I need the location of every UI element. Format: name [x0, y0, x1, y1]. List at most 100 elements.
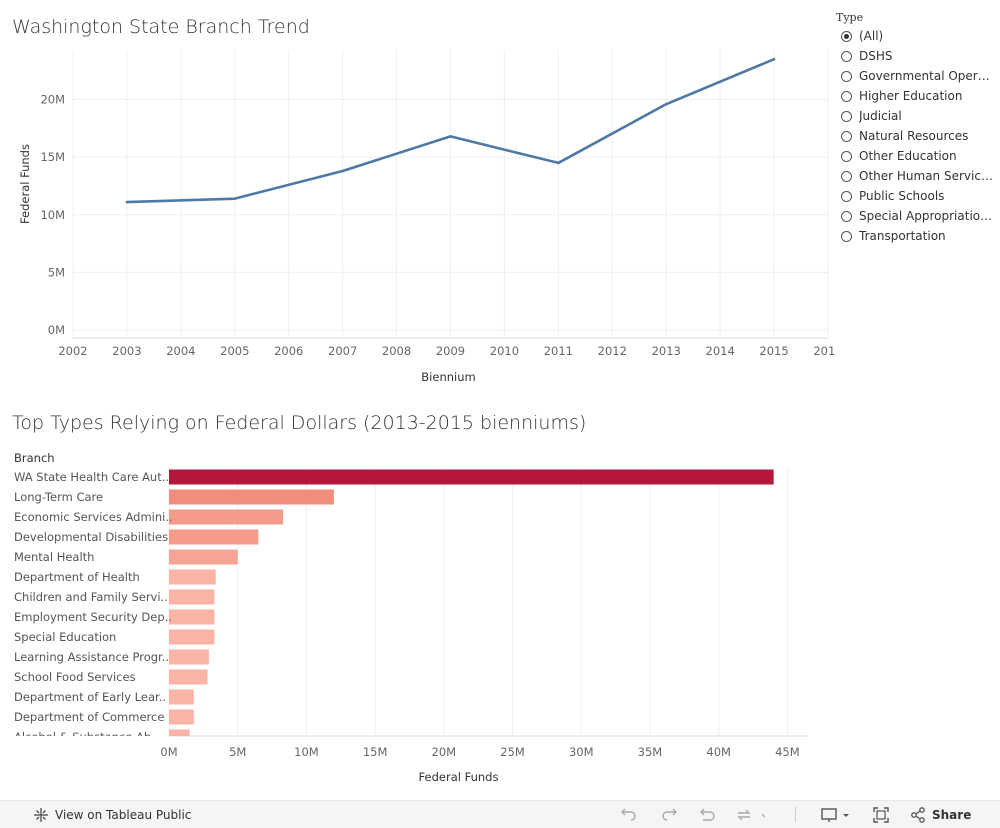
radio-checked-icon[interactable] [841, 30, 852, 42]
bar [169, 489, 334, 505]
y-tick-label: 0M [48, 323, 65, 337]
bar [169, 569, 216, 585]
y-tick-label: 20M [40, 93, 65, 107]
filter-option-label: DSHS [859, 49, 893, 63]
download-icon[interactable] [820, 801, 852, 828]
filter-option[interactable]: (All) [836, 26, 1000, 46]
radio-unchecked-icon[interactable] [841, 90, 852, 102]
filter-option[interactable]: Special Appropriations [836, 206, 1000, 226]
filter-option-label: Natural Resources [859, 129, 969, 143]
category-header: Branch [14, 451, 55, 465]
x-tick-label: 10M [294, 745, 319, 759]
filter-option[interactable]: Natural Resources [836, 126, 1000, 146]
fullscreen-icon[interactable] [872, 801, 890, 828]
bar-chart-title: Top Types Relying on Federal Dollars (20… [12, 412, 587, 434]
filter-option-label: Other Education [859, 149, 957, 163]
filter-option[interactable]: Higher Education [836, 86, 1000, 106]
bar [169, 709, 194, 725]
x-tick-label: 2012 [598, 344, 627, 358]
x-tick-label: 2011 [544, 344, 573, 358]
category-label: Developmental Disabilities [14, 530, 168, 544]
x-tick-label: 2014 [706, 344, 735, 358]
data-point [233, 197, 237, 200]
x-axis-title: Federal Funds [419, 770, 499, 784]
filter-option-label: Transportation [859, 229, 946, 243]
x-tick-label: 2010 [490, 344, 519, 358]
filter-option[interactable]: Judicial [836, 106, 1000, 126]
type-filter: Type (All) DSHS Governmental Operat.. Highe… [836, 10, 1000, 246]
tableau-toolbar: View on Tableau Public Share [0, 800, 1000, 828]
filter-option[interactable]: DSHS [836, 46, 1000, 66]
radio-unchecked-icon[interactable] [841, 230, 852, 242]
filter-option[interactable]: Other Human Services [836, 166, 1000, 186]
category-label: Mental Health [14, 550, 94, 564]
category-label: Department of Early Lear.. [14, 690, 166, 704]
x-tick-label: 5M [229, 745, 246, 759]
category-label: Employment Security Dep.. [14, 610, 172, 624]
filter-option-label: Judicial [859, 109, 902, 123]
bar [169, 609, 215, 625]
filter-option-label: (All) [859, 29, 884, 43]
x-tick-label: 2004 [166, 344, 195, 358]
filter-option[interactable]: Public Schools [836, 186, 1000, 206]
x-tick-label: 2008 [382, 344, 411, 358]
tableau-logo-icon [33, 807, 49, 823]
y-axis-title: Federal Funds [18, 144, 32, 224]
x-tick-label: 2006 [274, 344, 303, 358]
revert-icon[interactable] [698, 801, 716, 828]
data-point [557, 161, 560, 165]
toolbar-divider [795, 807, 796, 822]
bar [169, 589, 215, 605]
bar [169, 629, 215, 645]
x-tick-label: 15M [363, 745, 388, 759]
bar [169, 689, 194, 705]
x-tick-label: 25M [500, 745, 525, 759]
x-tick-label: 2016 [813, 344, 835, 358]
x-tick-label: 2009 [436, 344, 465, 358]
radio-unchecked-icon[interactable] [841, 110, 852, 122]
bar [169, 649, 209, 665]
category-label: Learning Assistance Progr.. [14, 650, 169, 664]
filter-option-label: Special Appropriations [859, 209, 993, 223]
filter-option-label: Higher Education [859, 89, 963, 103]
filter-option[interactable]: Governmental Operat.. [836, 66, 1000, 86]
bar [169, 729, 190, 736]
refresh-icon[interactable] [735, 801, 765, 828]
radio-unchecked-icon[interactable] [841, 170, 852, 182]
filter-option-label: Governmental Operat.. [859, 69, 993, 83]
redo-icon[interactable] [660, 801, 678, 828]
radio-unchecked-icon[interactable] [841, 150, 852, 162]
bar [169, 669, 208, 685]
undo-icon[interactable] [620, 801, 638, 828]
filter-option[interactable]: Other Education [836, 146, 1000, 166]
filter-option[interactable]: Transportation [836, 226, 1000, 246]
share-label: Share [932, 807, 972, 822]
category-label: Special Education [14, 630, 116, 644]
bar [169, 469, 774, 485]
radio-unchecked-icon[interactable] [841, 210, 852, 222]
line-chart-title: Washington State Branch Trend [12, 16, 310, 38]
radio-unchecked-icon[interactable] [841, 190, 852, 202]
bar [169, 509, 284, 525]
bar [169, 529, 259, 545]
radio-unchecked-icon[interactable] [841, 70, 852, 82]
data-point [125, 200, 129, 204]
x-tick-label: 2013 [652, 344, 681, 358]
view-on-tableau-button[interactable]: View on Tableau Public [33, 801, 191, 828]
x-tick-label: 0M [160, 745, 177, 759]
share-icon [910, 806, 926, 823]
data-point [449, 135, 452, 138]
line-chart: 2002 2003 2004 2005 2006 2007 2008 2009 2010 2011… [18, 50, 835, 384]
radio-unchecked-icon[interactable] [841, 130, 852, 142]
share-button[interactable]: Share [910, 801, 971, 828]
radio-unchecked-icon[interactable] [841, 50, 852, 62]
data-point [772, 57, 776, 61]
category-label: Long-Term Care [14, 490, 103, 504]
x-tick-label: 35M [638, 745, 663, 759]
category-label: Department of Commerce [14, 710, 164, 724]
x-tick-label: 30M [569, 745, 594, 759]
filter-title: Type [836, 11, 864, 24]
x-tick-label: 2003 [112, 344, 141, 358]
bar-chart: WA State Health Care Aut.. Long-Term Care… [14, 451, 808, 784]
x-tick-label: 20M [432, 745, 457, 759]
